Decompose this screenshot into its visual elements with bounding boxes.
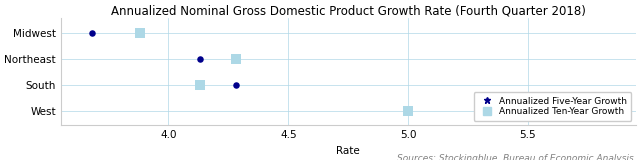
X-axis label: Rate: Rate [337,146,360,156]
Title: Annualized Nominal Gross Domestic Product Growth Rate (Fourth Quarter 2018): Annualized Nominal Gross Domestic Produc… [111,4,586,17]
Point [583,110,593,112]
Text: Sources: Stockingblue, Bureau of Economic Analysis: Sources: Stockingblue, Bureau of Economi… [397,154,634,160]
Point [86,31,97,34]
Point [230,84,241,86]
Point [195,58,205,60]
Point [403,110,413,112]
Legend: Annualized Five-Year Growth, Annualized Ten-Year Growth: Annualized Five-Year Growth, Annualized … [474,92,631,121]
Point [134,31,145,34]
Point [230,58,241,60]
Point [195,84,205,86]
